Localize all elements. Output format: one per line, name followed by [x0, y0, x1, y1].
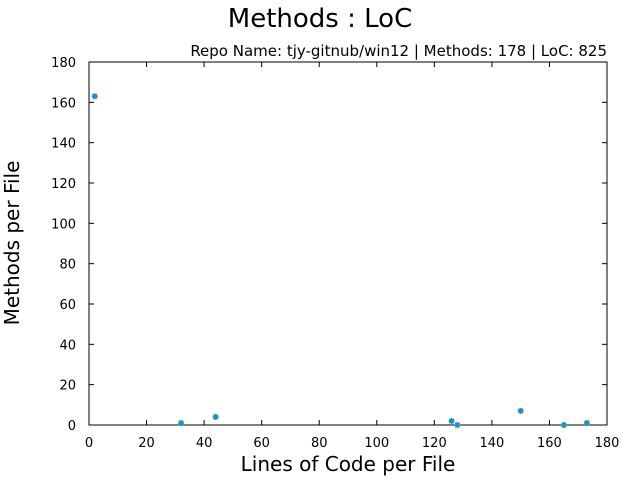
- data-point: [517, 407, 524, 414]
- y-tick-label: 60: [59, 298, 76, 313]
- y-tick-label: 80: [59, 258, 76, 273]
- y-tick-label: 120: [51, 177, 76, 192]
- data-point: [178, 419, 185, 426]
- data-point: [454, 422, 461, 428]
- y-tick-label: 0: [68, 419, 76, 434]
- data-point: [448, 417, 455, 424]
- y-tick-label: 100: [51, 217, 76, 232]
- y-tick-label: 160: [51, 96, 76, 111]
- plot-frame: [88, 61, 608, 426]
- y-tick-label: 140: [51, 137, 76, 152]
- x-tick-label: 0: [85, 436, 93, 451]
- x-tick-label: 20: [138, 436, 155, 451]
- y-tick-label: 20: [59, 379, 76, 394]
- x-tick-label: 100: [364, 436, 389, 451]
- x-tick-label: 120: [422, 436, 447, 451]
- y-tick-label: 40: [59, 338, 76, 353]
- x-tick-label: 140: [479, 436, 504, 451]
- y-tick-label: 180: [51, 56, 76, 71]
- y-axis-label: Methods per File: [0, 160, 24, 326]
- data-point: [91, 93, 98, 100]
- x-tick-label: 180: [595, 436, 620, 451]
- chart-title: Methods : LoC: [227, 4, 413, 34]
- x-tick-label: 40: [196, 436, 213, 451]
- data-point: [212, 413, 219, 420]
- data-point: [583, 419, 590, 426]
- chart-subtitle: Repo Name: tjy-gitnub/win12 | Methods: 1…: [190, 42, 607, 60]
- x-tick-label: 60: [253, 436, 270, 451]
- x-axis-label: Lines of Code per File: [240, 452, 456, 476]
- x-tick-label: 160: [537, 436, 562, 451]
- x-tick-label: 80: [311, 436, 328, 451]
- data-point: [560, 422, 567, 428]
